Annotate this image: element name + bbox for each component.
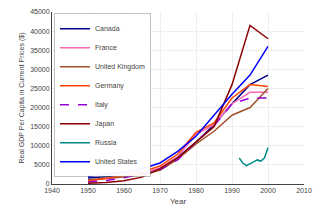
svg-text:30000: 30000 (30, 66, 50, 73)
svg-text:40000: 40000 (30, 28, 50, 35)
svg-text:1940: 1940 (44, 187, 60, 194)
svg-text:United States: United States (95, 158, 138, 165)
svg-text:Germany: Germany (95, 82, 124, 90)
svg-text:15000: 15000 (30, 123, 50, 130)
svg-text:Canada: Canada (95, 25, 120, 32)
svg-text:20000: 20000 (30, 104, 50, 111)
svg-text:Russia: Russia (95, 139, 117, 146)
svg-text:5000: 5000 (34, 161, 50, 168)
svg-text:Japan: Japan (95, 120, 114, 128)
svg-text:25000: 25000 (30, 85, 50, 92)
svg-text:0: 0 (46, 180, 50, 187)
svg-text:2010: 2010 (296, 187, 312, 194)
svg-text:35000: 35000 (30, 47, 50, 54)
svg-text:1970: 1970 (152, 187, 168, 194)
svg-text:2000: 2000 (260, 187, 276, 194)
svg-text:1950: 1950 (80, 187, 96, 194)
svg-text:1980: 1980 (188, 187, 204, 194)
svg-text:Real GDP Per Capita in Current: Real GDP Per Capita in Current Prices ($… (18, 33, 26, 164)
svg-text:45000: 45000 (30, 8, 50, 15)
svg-text:Year: Year (170, 197, 187, 206)
svg-text:Italy: Italy (95, 101, 108, 109)
svg-text:United Kingdom: United Kingdom (95, 63, 145, 71)
svg-text:France: France (95, 44, 117, 51)
svg-text:1990: 1990 (224, 187, 240, 194)
svg-text:1960: 1960 (116, 187, 132, 194)
svg-text:10000: 10000 (30, 142, 50, 149)
